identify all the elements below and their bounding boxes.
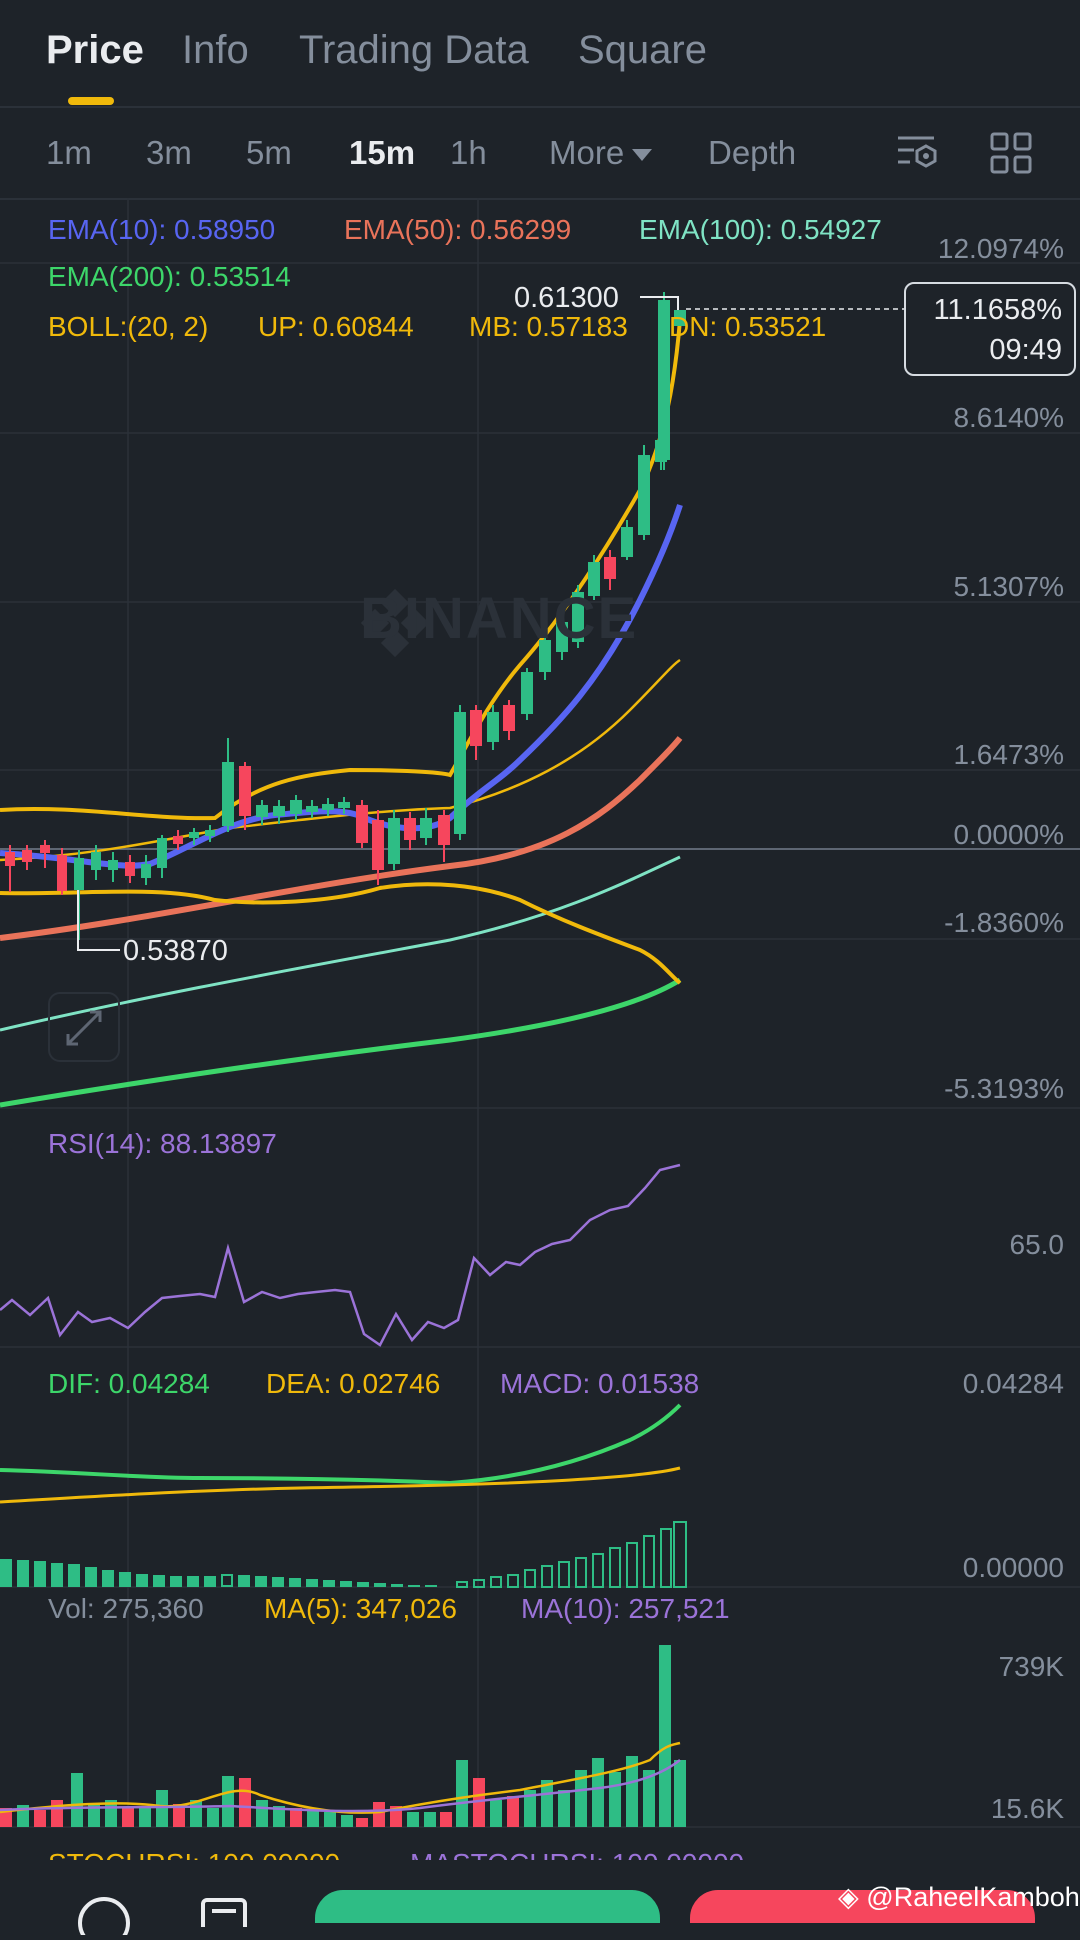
low-price-label: 0.53870 xyxy=(123,935,228,967)
rsi-label: RSI(14): 88.13897 xyxy=(48,1128,277,1159)
tab-square[interactable]: Square xyxy=(578,28,707,72)
credit-text: @RaheelKamboh xyxy=(866,1882,1080,1912)
axis-label: -5.3193% xyxy=(944,1073,1064,1104)
buy-button[interactable] xyxy=(315,1890,660,1923)
axis-label: 0.0000% xyxy=(953,819,1064,850)
interval-3m[interactable]: 3m xyxy=(146,134,192,171)
stochrsi-panel-header: STOCHRSI: 100.00000 MASTOCHRSI: 100.0000… xyxy=(0,1840,1080,1860)
watermark: BINANCE xyxy=(360,586,639,651)
boll-dn-label: DN: 0.53521 xyxy=(669,311,827,342)
interval-1m[interactable]: 1m xyxy=(46,134,92,171)
boll-mb-label: MB: 0.57183 xyxy=(469,311,628,342)
more-dropdown[interactable]: More xyxy=(549,134,653,172)
current-percent: 11.1658% xyxy=(933,294,1062,326)
active-tab-indicator xyxy=(68,97,114,105)
vol-ma10-label: MA(10): 257,521 xyxy=(521,1593,730,1624)
vol-ma5-label: MA(5): 347,026 xyxy=(264,1593,457,1624)
axis-label: 739K xyxy=(998,1651,1064,1682)
chart-settings-icon[interactable] xyxy=(896,134,940,179)
divider xyxy=(0,198,1080,200)
stochrsi-label: STOCHRSI: 100.00000 xyxy=(48,1848,340,1860)
axis-label: 65.0 xyxy=(1009,1229,1065,1260)
chevron-down-icon xyxy=(632,149,653,162)
binance-logo-icon: ◈ xyxy=(838,1882,859,1912)
more-options-icon[interactable] xyxy=(76,1895,132,1940)
axis-label: 0.00000 xyxy=(962,1552,1064,1583)
high-price-label: 0.61300 xyxy=(514,282,619,314)
axis-label: -1.8360% xyxy=(944,907,1064,938)
tab-trading-data[interactable]: Trading Data xyxy=(299,28,529,72)
binance-logo-icon xyxy=(360,588,430,658)
axis-label: 12.0974% xyxy=(937,233,1064,264)
axis-label: 15.6K xyxy=(990,1793,1064,1824)
ema100-label: EMA(100): 0.54927 xyxy=(639,214,882,245)
vol-label: Vol: 275,360 xyxy=(48,1593,204,1624)
more-label: More xyxy=(549,134,625,171)
expand-icon xyxy=(66,1010,102,1046)
orders-icon[interactable] xyxy=(200,1897,250,1940)
current-price-badge[interactable]: 11.1658% 09:49 xyxy=(904,282,1076,376)
interval-5m[interactable]: 5m xyxy=(246,134,292,171)
boll-label: BOLL:(20, 2) xyxy=(48,311,209,342)
tab-info[interactable]: Info xyxy=(182,28,249,72)
dea-label: DEA: 0.02746 xyxy=(266,1368,441,1399)
ema50-label: EMA(50): 0.56299 xyxy=(344,214,572,245)
macd-label: MACD: 0.01538 xyxy=(500,1368,700,1399)
divider xyxy=(0,106,1080,108)
axis-label: 0.04284 xyxy=(962,1368,1064,1399)
layout-grid-icon[interactable] xyxy=(990,132,1032,179)
credit-watermark: ◈ @RaheelKamboh xyxy=(838,1882,1080,1913)
candle-countdown: 09:49 xyxy=(989,334,1062,366)
interval-1h[interactable]: 1h xyxy=(450,134,487,171)
candles xyxy=(5,292,686,940)
boll-up-label: UP: 0.60844 xyxy=(258,311,414,342)
fullscreen-button[interactable] xyxy=(48,992,120,1062)
axis-label: 1.6473% xyxy=(953,739,1064,770)
axis-label: 8.6140% xyxy=(953,402,1064,433)
axis-label: 5.1307% xyxy=(953,571,1064,602)
tab-price[interactable]: Price xyxy=(46,28,144,72)
ema200-label: EMA(200): 0.53514 xyxy=(48,261,291,292)
mastochrsi-label: MASTOCHRSI: 100.00000 xyxy=(410,1848,744,1860)
ema10-label: EMA(10): 0.58950 xyxy=(48,214,276,245)
interval-15m[interactable]: 15m xyxy=(349,134,416,171)
dif-label: DIF: 0.04284 xyxy=(48,1368,210,1399)
depth-tab[interactable]: Depth xyxy=(708,134,797,171)
